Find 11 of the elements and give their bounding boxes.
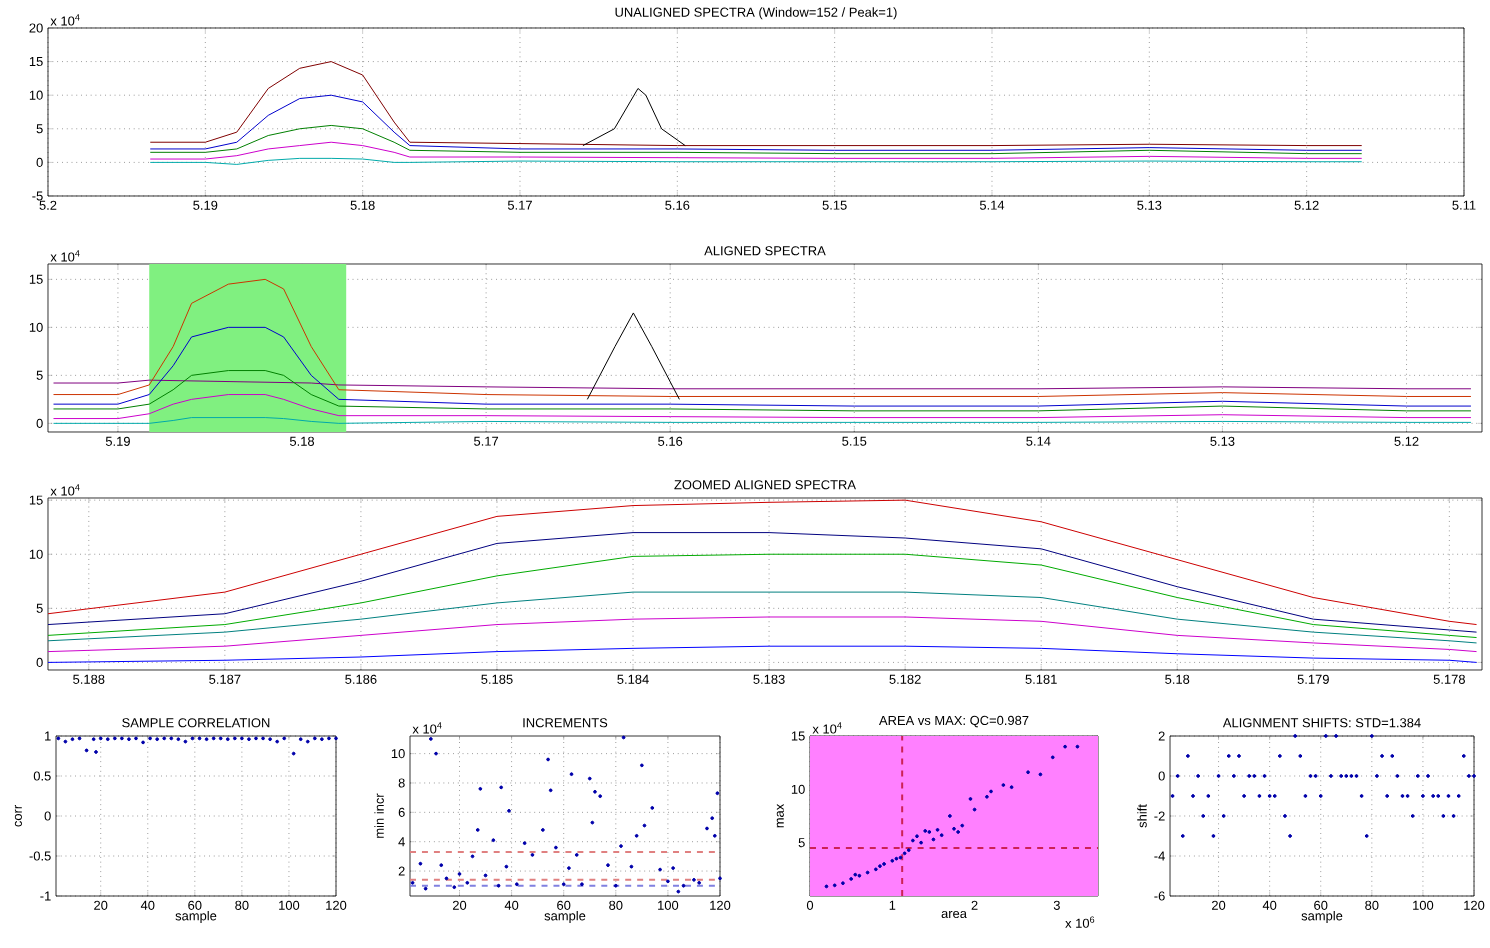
line-series	[47, 553, 1478, 639]
line-series	[582, 87, 686, 147]
line-series	[47, 645, 1478, 663]
line-series	[149, 141, 1363, 160]
line-series	[53, 394, 1472, 420]
line-series	[53, 326, 1472, 407]
line-series	[47, 532, 1478, 633]
line-series	[53, 370, 1472, 412]
line-series	[149, 124, 1363, 155]
line-series	[47, 616, 1478, 653]
line-series	[149, 94, 1363, 151]
